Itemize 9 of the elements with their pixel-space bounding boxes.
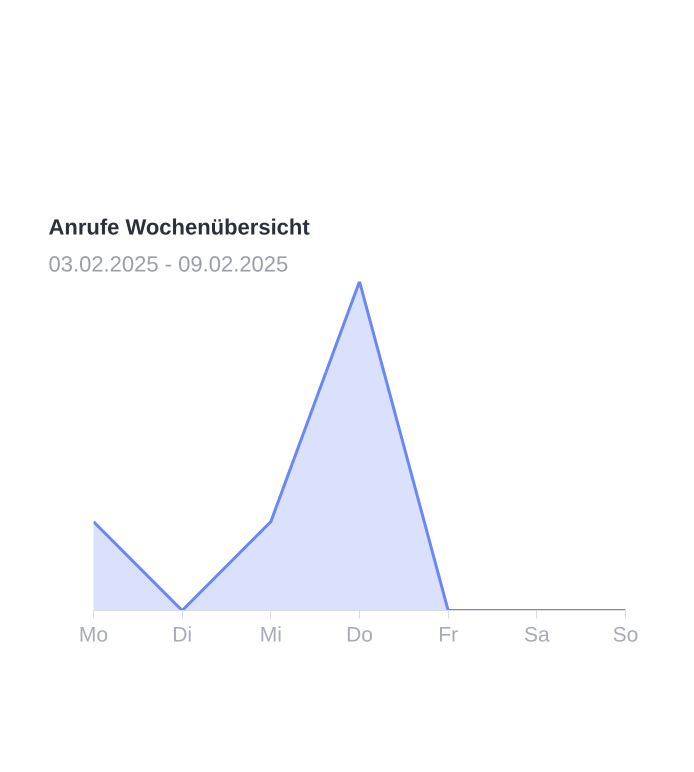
x-tick-label: Di — [172, 624, 192, 646]
x-tick-label: Mi — [260, 624, 282, 646]
x-tick-label: So — [612, 624, 638, 646]
chart-subtitle: 03.02.2025 - 09.02.2025 — [48, 252, 288, 276]
x-tick-label: Fr — [438, 624, 458, 646]
x-tick-label: Sa — [524, 624, 550, 646]
x-tick-label: Mo — [78, 624, 108, 646]
x-tick-label: Do — [346, 624, 373, 646]
chart-title: Anrufe Wochenübersicht — [48, 214, 310, 240]
